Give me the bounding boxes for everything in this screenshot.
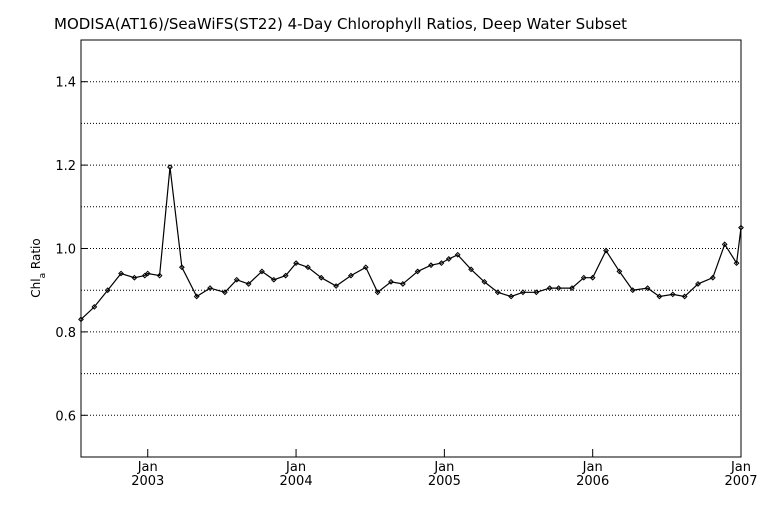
data-point xyxy=(481,278,488,285)
data-point xyxy=(388,278,394,285)
chart-title: MODISA(AT16)/SeaWiFS(ST22) 4-Day Chlorop… xyxy=(54,15,627,33)
data-point xyxy=(193,293,200,300)
data-point xyxy=(644,285,651,292)
data-point xyxy=(656,293,663,300)
data-point xyxy=(533,289,540,296)
data-point xyxy=(293,260,299,267)
y-tick-label: 1.2 xyxy=(55,159,76,174)
data-point xyxy=(616,268,623,275)
data-point xyxy=(91,303,98,310)
data-point xyxy=(438,260,445,267)
data-point xyxy=(333,283,340,289)
x-tick-month: Jan xyxy=(582,460,603,475)
data-point xyxy=(603,247,609,254)
data-point xyxy=(233,276,240,283)
data-point xyxy=(270,276,277,283)
x-tick-year: 2006 xyxy=(576,474,609,489)
data-point xyxy=(555,285,562,292)
x-tick-month: Jan xyxy=(433,460,454,475)
y-tick-label: 0.8 xyxy=(55,326,76,341)
x-tick-month: Jan xyxy=(730,460,751,475)
data-point xyxy=(580,274,587,281)
data-point xyxy=(305,264,311,271)
data-point xyxy=(520,289,526,296)
data-point xyxy=(259,268,265,275)
data-point xyxy=(721,241,728,248)
grid-lines xyxy=(81,81,741,416)
y-axis-label-rest: Ratio xyxy=(29,238,43,273)
x-tick-year: 2007 xyxy=(724,474,757,489)
data-point xyxy=(156,272,163,279)
y-axis-label: Chla Ratio xyxy=(29,238,48,297)
data-point xyxy=(508,293,515,300)
data-point xyxy=(144,270,151,277)
data-point xyxy=(569,285,575,292)
data-point xyxy=(695,281,701,287)
data-point xyxy=(669,291,676,298)
y-axis-label-main: Chl xyxy=(29,278,43,297)
data-point xyxy=(681,293,688,300)
data-point xyxy=(318,274,325,281)
data-point xyxy=(362,264,369,271)
data-point xyxy=(494,289,501,296)
data-point xyxy=(709,274,716,281)
data-point xyxy=(546,285,553,292)
x-tick-month: Jan xyxy=(137,460,158,475)
data-point xyxy=(348,272,354,279)
x-tick-year: 2005 xyxy=(428,474,461,489)
data-point xyxy=(221,289,228,296)
data-point xyxy=(374,289,381,296)
series-group xyxy=(78,164,744,323)
data-point xyxy=(167,164,173,171)
data-point xyxy=(468,266,474,273)
data-point xyxy=(178,264,185,271)
data-point xyxy=(131,274,138,281)
data-point xyxy=(245,281,252,287)
y-tick-label: 0.6 xyxy=(55,409,76,424)
series-line xyxy=(80,167,742,320)
data-point xyxy=(629,287,636,294)
x-tick-year: 2004 xyxy=(280,474,313,489)
data-point xyxy=(207,285,213,292)
y-axis-ticks: 0.6 0.8 1.0 1.2 1.4 xyxy=(55,76,87,424)
x-tick-year: 2003 xyxy=(131,474,164,489)
data-point xyxy=(454,251,461,258)
data-point xyxy=(414,268,421,275)
data-point xyxy=(589,274,596,281)
data-point xyxy=(399,281,406,287)
y-axis-label-sub: a xyxy=(38,273,48,279)
plot-frame xyxy=(80,39,742,458)
data-point xyxy=(282,272,289,279)
x-tick-month: Jan xyxy=(285,460,306,475)
data-point xyxy=(733,260,740,267)
data-point xyxy=(118,270,124,277)
data-point xyxy=(445,256,452,262)
data-point xyxy=(104,287,111,294)
y-tick-label: 1.4 xyxy=(55,76,76,91)
y-tick-label: 1.0 xyxy=(55,243,76,258)
data-point xyxy=(428,262,434,269)
